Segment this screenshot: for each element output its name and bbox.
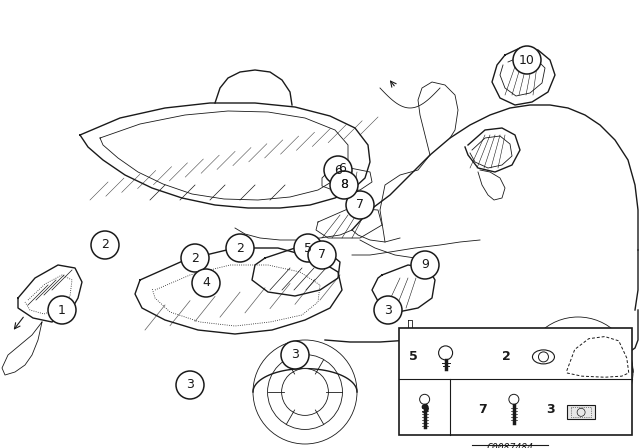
Circle shape bbox=[192, 269, 220, 297]
Text: 3: 3 bbox=[186, 379, 194, 392]
Text: 2: 2 bbox=[236, 241, 244, 254]
Circle shape bbox=[181, 244, 209, 272]
Text: 2: 2 bbox=[191, 251, 199, 264]
Text: 9: 9 bbox=[421, 258, 429, 271]
Text: 3: 3 bbox=[291, 349, 299, 362]
Circle shape bbox=[308, 241, 336, 269]
Bar bbox=[567, 405, 595, 419]
Text: 9: 9 bbox=[420, 403, 429, 416]
Text: 6: 6 bbox=[334, 164, 342, 177]
Text: 1: 1 bbox=[58, 303, 66, 316]
Bar bbox=[571, 407, 591, 418]
Circle shape bbox=[282, 369, 328, 415]
Circle shape bbox=[374, 296, 402, 324]
Circle shape bbox=[324, 156, 352, 184]
Circle shape bbox=[91, 231, 119, 259]
Circle shape bbox=[294, 234, 322, 262]
Text: 8: 8 bbox=[340, 178, 348, 191]
Ellipse shape bbox=[532, 350, 554, 364]
Text: 5: 5 bbox=[408, 350, 417, 363]
Text: C0087484: C0087484 bbox=[486, 443, 534, 448]
Circle shape bbox=[330, 171, 358, 199]
Circle shape bbox=[281, 341, 309, 369]
Text: 10: 10 bbox=[519, 53, 535, 66]
Text: 6: 6 bbox=[338, 161, 346, 175]
Text: 2: 2 bbox=[502, 350, 511, 363]
Circle shape bbox=[48, 296, 76, 324]
Text: 4: 4 bbox=[202, 276, 210, 289]
Text: 3: 3 bbox=[546, 403, 554, 416]
Circle shape bbox=[420, 394, 429, 404]
Circle shape bbox=[176, 371, 204, 399]
Circle shape bbox=[226, 234, 254, 262]
Text: 5: 5 bbox=[304, 241, 312, 254]
Bar bbox=[399, 328, 632, 435]
Text: 3: 3 bbox=[384, 303, 392, 316]
Text: 7: 7 bbox=[318, 249, 326, 262]
Circle shape bbox=[538, 352, 548, 362]
Circle shape bbox=[553, 347, 603, 397]
Text: 7: 7 bbox=[479, 403, 487, 416]
Text: 2: 2 bbox=[101, 238, 109, 251]
Circle shape bbox=[513, 46, 541, 74]
Circle shape bbox=[509, 394, 519, 404]
Circle shape bbox=[346, 191, 374, 219]
Text: 8: 8 bbox=[340, 178, 348, 191]
Circle shape bbox=[438, 346, 452, 360]
Circle shape bbox=[411, 251, 439, 279]
Text: 7: 7 bbox=[356, 198, 364, 211]
